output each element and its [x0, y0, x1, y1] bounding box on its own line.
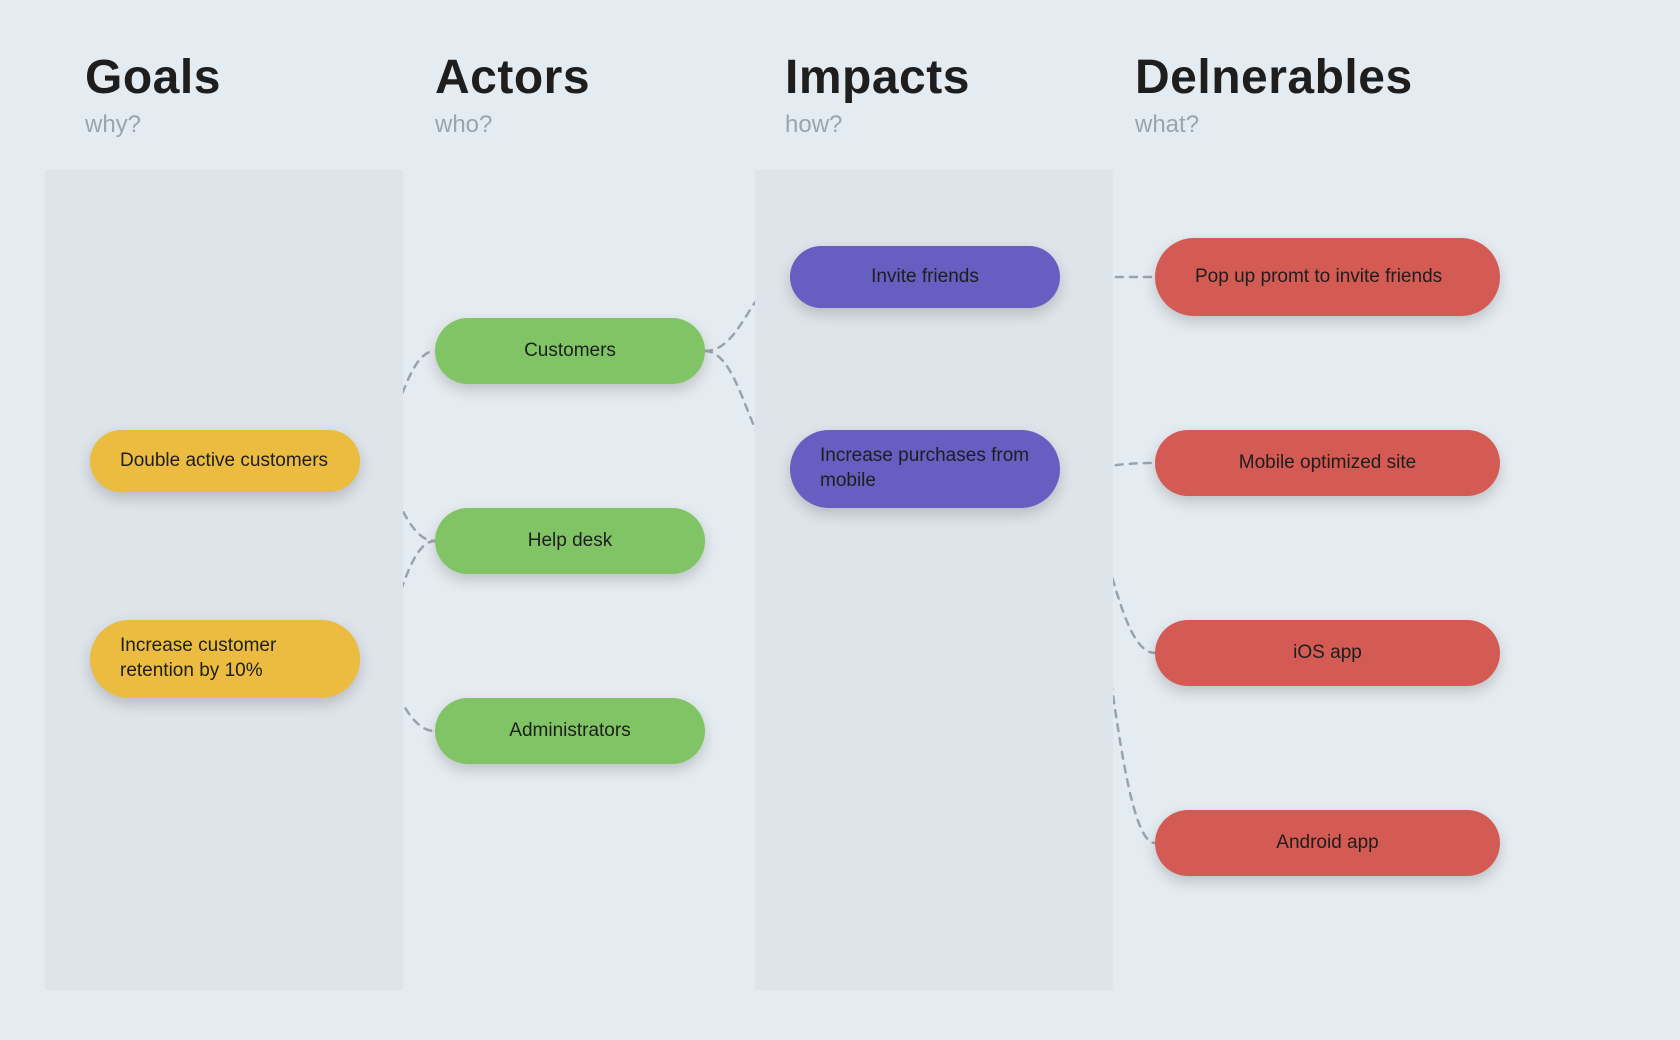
node-d2: Mobile optimized site: [1155, 430, 1500, 496]
node-label-g2: Increase customer retention by 10%: [120, 634, 336, 683]
column-header-goals: Goals why?: [85, 50, 221, 139]
node-i2: Increase purchases from mobile: [790, 430, 1060, 508]
column-subtitle-deliverables: what?: [1135, 111, 1413, 139]
node-d4: Android app: [1155, 810, 1500, 876]
node-d3: iOS app: [1155, 620, 1500, 686]
column-header-deliverables: Delnerables what?: [1135, 50, 1413, 139]
node-label-d4: Android app: [1276, 831, 1378, 856]
column-header-impacts: Impacts how?: [785, 50, 970, 139]
node-a2: Help desk: [435, 508, 705, 574]
node-label-g1: Double active customers: [120, 449, 328, 474]
node-i1: Invite friends: [790, 246, 1060, 308]
column-title-impacts: Impacts: [785, 50, 970, 105]
column-title-actors: Actors: [435, 50, 590, 105]
node-label-i1: Invite friends: [871, 265, 979, 290]
column-title-deliverables: Delnerables: [1135, 50, 1413, 105]
node-label-a1: Customers: [524, 339, 616, 364]
column-subtitle-actors: who?: [435, 111, 590, 139]
node-label-d1: Pop up promt to invite friends: [1195, 265, 1442, 290]
column-subtitle-goals: why?: [85, 111, 221, 139]
column-subtitle-impacts: how?: [785, 111, 970, 139]
node-a3: Administrators: [435, 698, 705, 764]
column-title-goals: Goals: [85, 50, 221, 105]
column-header-actors: Actors who?: [435, 50, 590, 139]
node-label-a3: Administrators: [509, 719, 630, 744]
impact-map-stage: Goals why? Actors who? Impacts how? Delnerable…: [0, 0, 1680, 1040]
node-d1: Pop up promt to invite friends: [1155, 238, 1500, 316]
column-bg-goals: [45, 170, 403, 990]
node-label-i2: Increase purchases from mobile: [820, 444, 1036, 493]
node-g2: Increase customer retention by 10%: [90, 620, 360, 698]
node-label-a2: Help desk: [528, 529, 613, 554]
node-label-d3: iOS app: [1293, 641, 1362, 666]
node-g1: Double active customers: [90, 430, 360, 492]
node-label-d2: Mobile optimized site: [1239, 451, 1416, 476]
node-a1: Customers: [435, 318, 705, 384]
